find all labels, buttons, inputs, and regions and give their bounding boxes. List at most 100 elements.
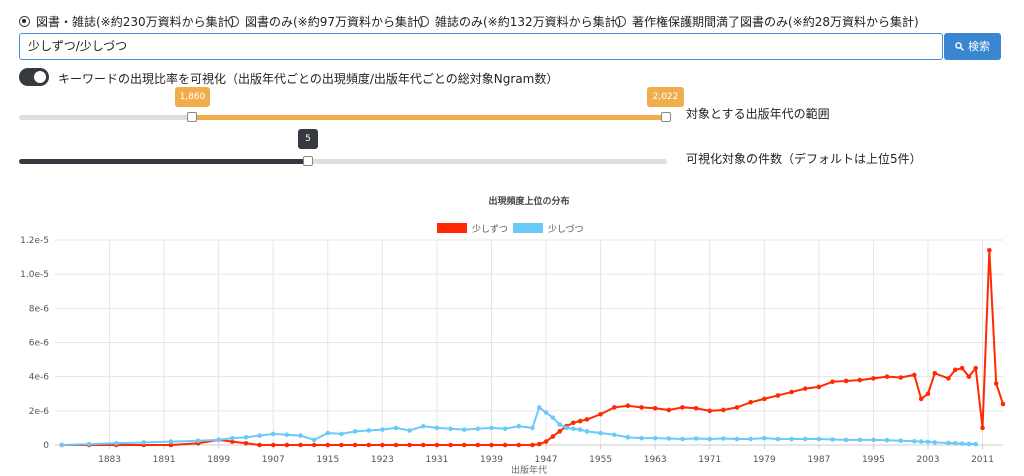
search-input[interactable]: 少しずつ/少しづつ	[19, 33, 943, 60]
data-point	[775, 436, 781, 442]
data-point	[516, 423, 522, 429]
data-point	[748, 399, 753, 405]
data-point	[973, 365, 979, 371]
data-point	[216, 437, 221, 443]
data-point	[502, 426, 508, 432]
data-point	[257, 433, 262, 438]
data-point	[393, 442, 399, 448]
data-point	[475, 442, 481, 448]
data-point	[721, 436, 726, 441]
x-tick-label: 1963	[644, 455, 667, 465]
search-query: 少しずつ/少しづつ	[28, 39, 128, 53]
y-tick-label: 6e-6	[29, 339, 50, 349]
data-point	[380, 427, 385, 432]
x-tick-label: 1915	[316, 455, 339, 465]
data-point	[912, 372, 917, 378]
data-point	[707, 408, 713, 414]
data-point	[871, 437, 876, 443]
data-point	[598, 411, 603, 417]
x-tick-label: 1891	[153, 455, 176, 465]
radio-option[interactable]: 図書のみ(※約97万資料から集計)	[228, 13, 424, 30]
data-point	[761, 435, 767, 441]
data-point	[802, 436, 808, 442]
data-point	[816, 384, 822, 390]
data-point	[434, 425, 440, 431]
x-tick-label: 1971	[698, 455, 721, 465]
range-handle[interactable]	[187, 112, 197, 122]
data-point	[59, 442, 65, 448]
button-label: 検索	[968, 40, 990, 53]
data-point	[543, 410, 549, 415]
data-point	[734, 436, 740, 442]
data-point	[407, 442, 412, 448]
data-point	[721, 407, 726, 413]
data-point	[693, 436, 699, 441]
data-point	[789, 436, 794, 442]
data-point	[284, 432, 290, 438]
legend-label: 少しずつ	[472, 224, 508, 235]
data-point	[243, 440, 249, 446]
x-tick-label: 1995	[862, 455, 885, 465]
count-tooltip: 5	[298, 129, 318, 149]
radio-option[interactable]: 図書・雑誌(※約230万資料から集計)	[19, 13, 234, 30]
radio-option[interactable]: 著作権保護期間満了図書のみ(※約28万資料から集計)	[615, 13, 919, 30]
data-point	[230, 439, 235, 444]
data-point	[857, 377, 863, 383]
data-point	[550, 434, 556, 439]
toggle[interactable]	[19, 68, 49, 86]
data-point	[707, 436, 713, 442]
x-tick-label: 1955	[589, 455, 612, 465]
data-point	[325, 430, 331, 436]
data-point	[448, 426, 453, 432]
series-line	[61, 250, 1004, 446]
data-point	[959, 441, 965, 446]
range-label: 対象とする出版年代の範囲	[686, 107, 830, 121]
data-point	[952, 367, 958, 373]
data-point	[666, 407, 672, 413]
data-point	[959, 365, 965, 371]
y-tick-label: 8e-6	[29, 304, 50, 314]
data-point	[461, 427, 467, 432]
data-point	[946, 376, 951, 381]
radio-option[interactable]: 雑誌のみ(※約132万資料から集計)	[418, 13, 621, 30]
data-point	[270, 431, 276, 437]
data-point	[843, 378, 849, 384]
toggle-label: キーワードの出現比率を可視化（出版年代ごとの出現頻度/出版年代ごとの総対象Ngr…	[58, 72, 559, 86]
data-point	[898, 375, 903, 380]
data-point	[666, 436, 672, 441]
data-point	[816, 436, 822, 442]
legend-swatch	[513, 223, 543, 233]
count-handle[interactable]	[303, 156, 313, 166]
data-point	[884, 437, 890, 443]
chart: 出現頻度上位の分布 出版年代 0 2e-6 4e-6 6e-6 8e-6 1.0e-5 1.…	[20, 195, 1006, 476]
range-handle[interactable]	[661, 112, 671, 122]
legend-label: 少しづつ	[548, 224, 583, 235]
data-point	[530, 442, 535, 448]
data-point	[530, 425, 535, 431]
data-point	[298, 442, 303, 448]
x-tick-label: 2011	[971, 455, 994, 465]
legend-swatch	[437, 223, 467, 233]
data-point	[543, 439, 549, 444]
data-point	[598, 430, 603, 436]
data-point	[625, 435, 631, 440]
radio-label: 図書のみ(※約97万資料から集計)	[245, 15, 424, 29]
data-point	[420, 423, 426, 429]
search-button[interactable]: 検索	[944, 33, 1001, 60]
data-point	[584, 417, 590, 422]
data-point	[789, 389, 794, 395]
data-point	[168, 439, 174, 444]
data-point	[434, 442, 440, 448]
data-point	[987, 247, 992, 253]
data-point	[380, 442, 385, 448]
data-point	[339, 442, 344, 448]
x-axis-title: 出版年代	[511, 464, 547, 476]
count-track	[19, 159, 667, 164]
data-point	[311, 437, 317, 443]
data-point	[966, 374, 972, 379]
x-tick-label: 1907	[262, 455, 285, 465]
radio-label: 図書・雑誌(※約230万資料から集計)	[36, 15, 235, 29]
data-point	[420, 442, 426, 448]
search-icon	[955, 42, 964, 51]
data-point	[461, 442, 467, 448]
